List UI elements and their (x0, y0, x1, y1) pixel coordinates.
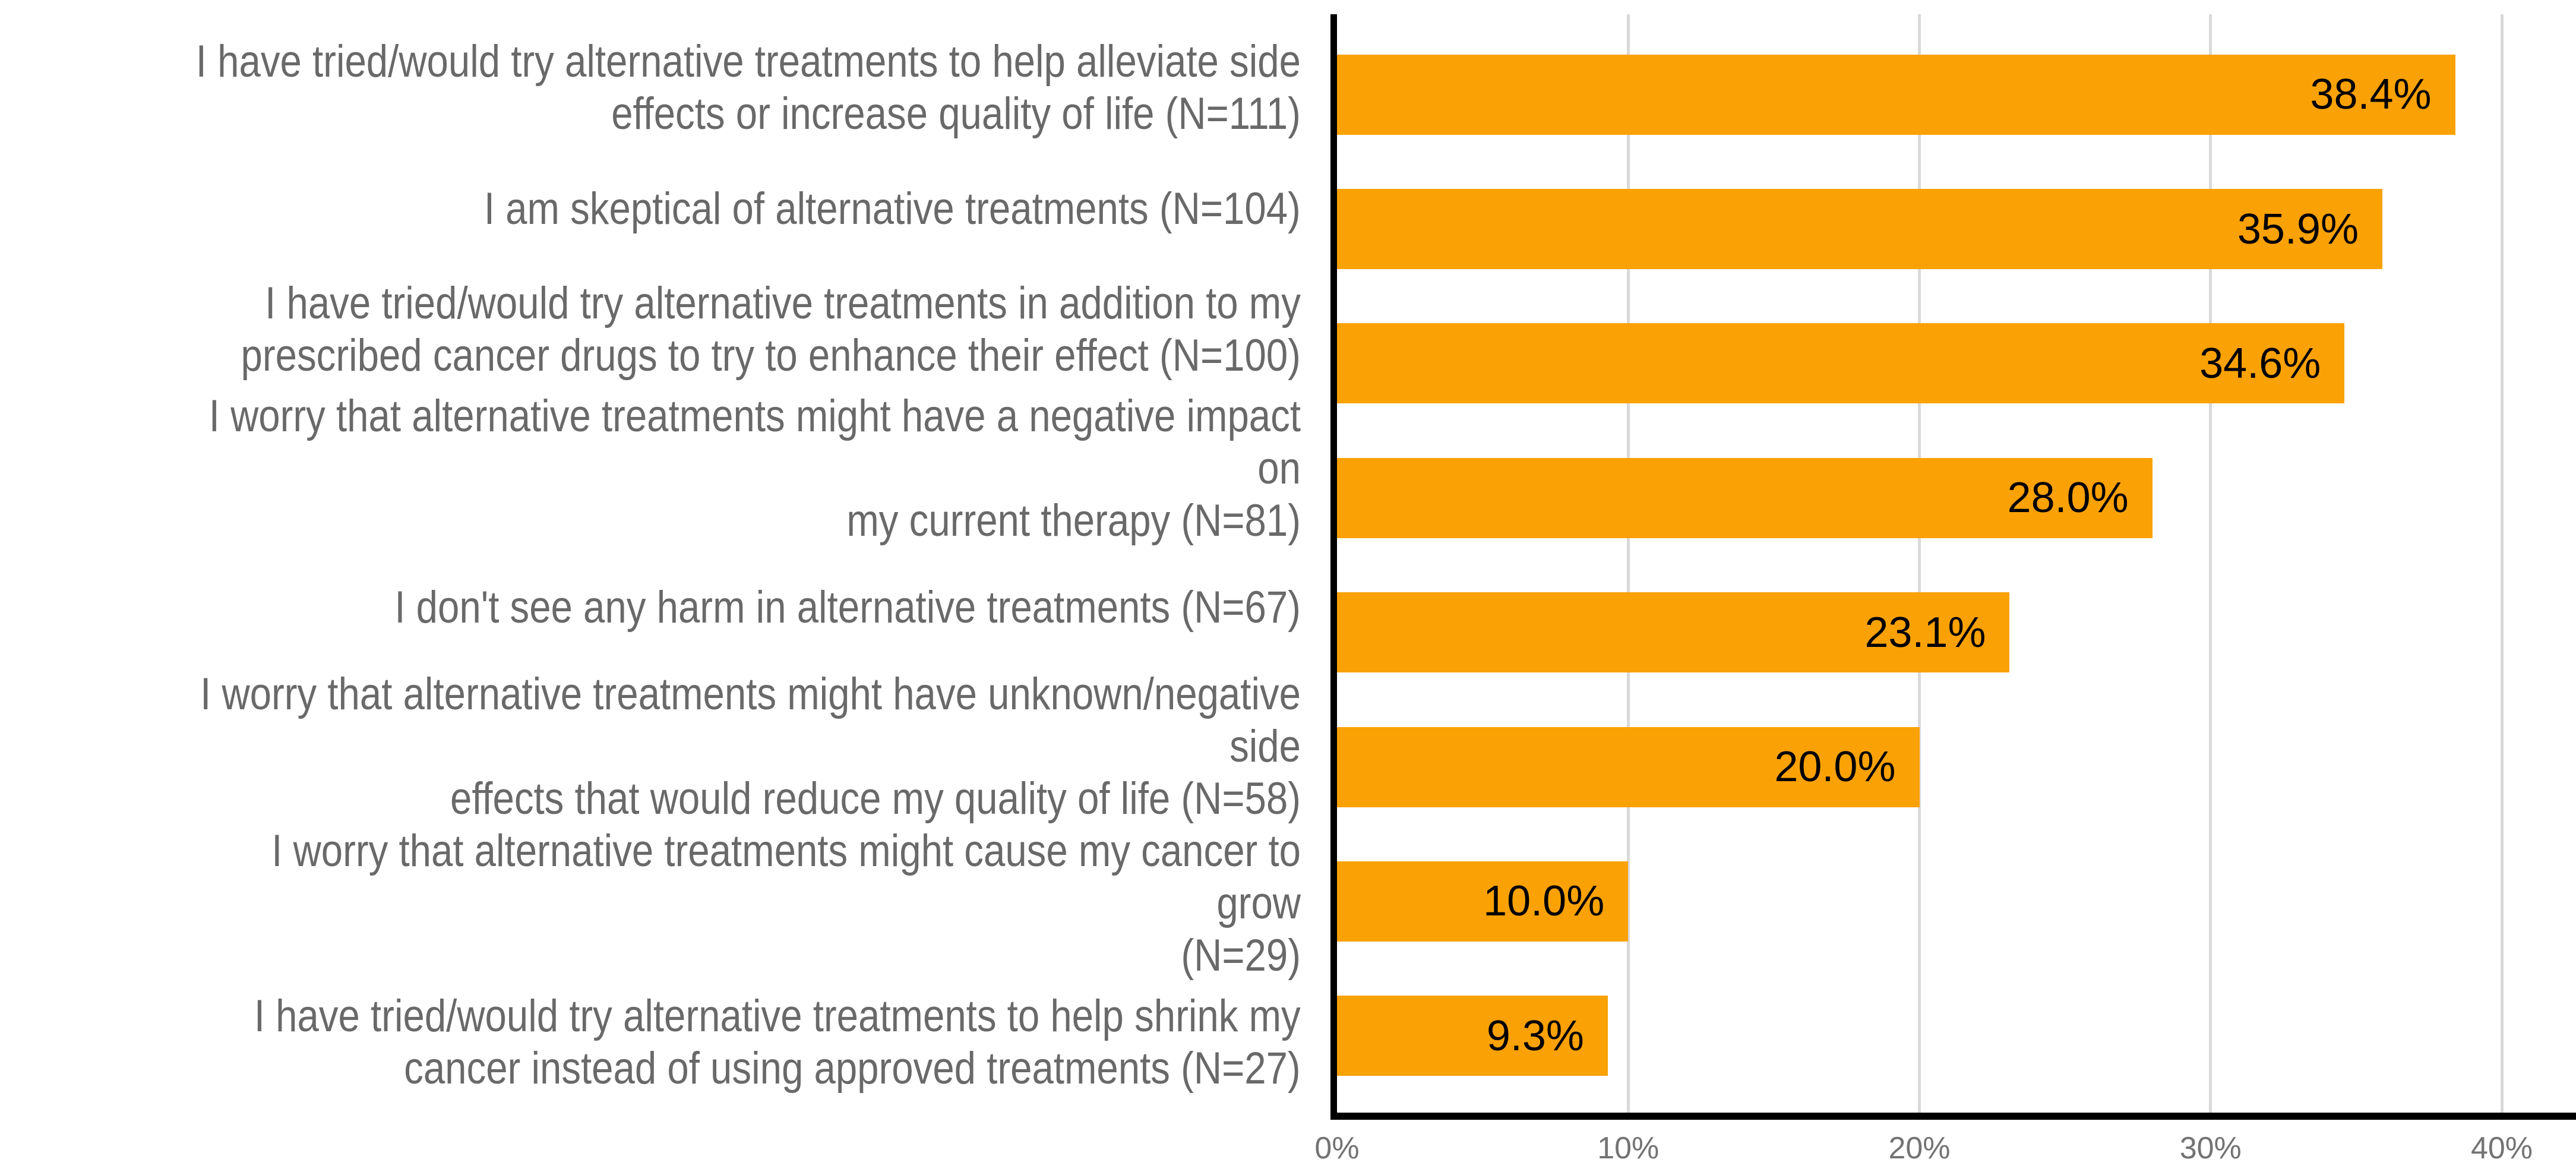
category-labels: I have tried/would try alternative treat… (0, 14, 1301, 1113)
plot-area: 38.4% 35.9% 34.6% 28.0% 23.1% 20.0% 10.0% 9.3% (1330, 14, 2576, 1120)
gridline (1626, 14, 1630, 1113)
gridlines (1337, 14, 2576, 1113)
category-label: I have tried/would try alternative treat… (241, 278, 1301, 381)
bar: 38.4% (1337, 54, 2455, 135)
category-label: I have tried/would try alternative treat… (195, 36, 1301, 139)
bar: 9.3% (1337, 996, 1608, 1076)
category-label-cell: I have tried/would try alternative treat… (0, 982, 1301, 1103)
category-label-cell: I am skeptical of alternative treatments… (0, 149, 1301, 270)
category-label-cell: I have tried/would try alternative treat… (0, 27, 1301, 149)
x-tick-label: 0% (1314, 1131, 1360, 1165)
category-label-cell: I have tried/would try alternative treat… (0, 270, 1301, 391)
bar-track: 34.6% (1337, 296, 2576, 431)
bar-value-label: 34.6% (2199, 339, 2321, 387)
bar-value-label: 20.0% (1774, 743, 1896, 791)
category-label: I am skeptical of alternative treatments… (484, 183, 1301, 234)
category-label: I have tried/would try alternative treat… (254, 991, 1301, 1094)
bar-track: 10.0% (1337, 834, 2576, 968)
x-tick-label: 40% (2470, 1131, 2533, 1165)
category-label-cell: I don't see any harm in alternative trea… (0, 547, 1301, 668)
bar-track: 35.9% (1337, 162, 2576, 296)
bar-track: 9.3% (1337, 969, 2576, 1103)
category-label: I worry that alternative treatments migh… (208, 391, 1301, 547)
x-tick-label: 10% (1597, 1131, 1660, 1165)
bar-value-label: 35.9% (2237, 205, 2359, 253)
bar-value-label: 23.1% (1864, 608, 1986, 656)
gridline (2209, 14, 2212, 1113)
x-tick-label: 30% (2179, 1131, 2242, 1165)
gridline (2500, 14, 2504, 1113)
bar-value-label: 28.0% (2007, 474, 2129, 522)
x-tick-label: 20% (1888, 1131, 1951, 1165)
bar-track: 28.0% (1337, 431, 2576, 565)
bar: 34.6% (1337, 323, 2345, 404)
category-label: I worry that alternative treatments migh… (271, 826, 1301, 981)
gridline (1918, 14, 1921, 1113)
category-label-cell: I worry that alternative treatments migh… (0, 825, 1301, 982)
bar-track: 23.1% (1337, 566, 2576, 700)
bar-rows: 38.4% 35.9% 34.6% 28.0% 23.1% 20.0% 10.0% 9.3% (1337, 14, 2576, 1113)
bar-track: 20.0% (1337, 700, 2576, 834)
bar: 28.0% (1337, 457, 2153, 538)
bar: 20.0% (1337, 727, 1920, 807)
x-axis-ticks: 0% 10% 20% 30% 40% (1314, 1130, 2576, 1172)
bar-value-label: 38.4% (2310, 71, 2432, 119)
category-label-cell: I worry that alternative treatments migh… (0, 668, 1301, 825)
bar: 35.9% (1337, 189, 2382, 270)
bar-track: 38.4% (1337, 27, 2576, 162)
bar-value-label: 9.3% (1486, 1012, 1584, 1060)
category-label: I worry that alternative treatments migh… (200, 669, 1301, 825)
bar: 10.0% (1337, 861, 1629, 942)
category-label: I don't see any harm in alternative trea… (394, 582, 1301, 633)
category-label-cell: I worry that alternative treatments migh… (0, 390, 1301, 547)
bar: 23.1% (1337, 592, 2010, 673)
bar-value-label: 10.0% (1483, 877, 1605, 926)
